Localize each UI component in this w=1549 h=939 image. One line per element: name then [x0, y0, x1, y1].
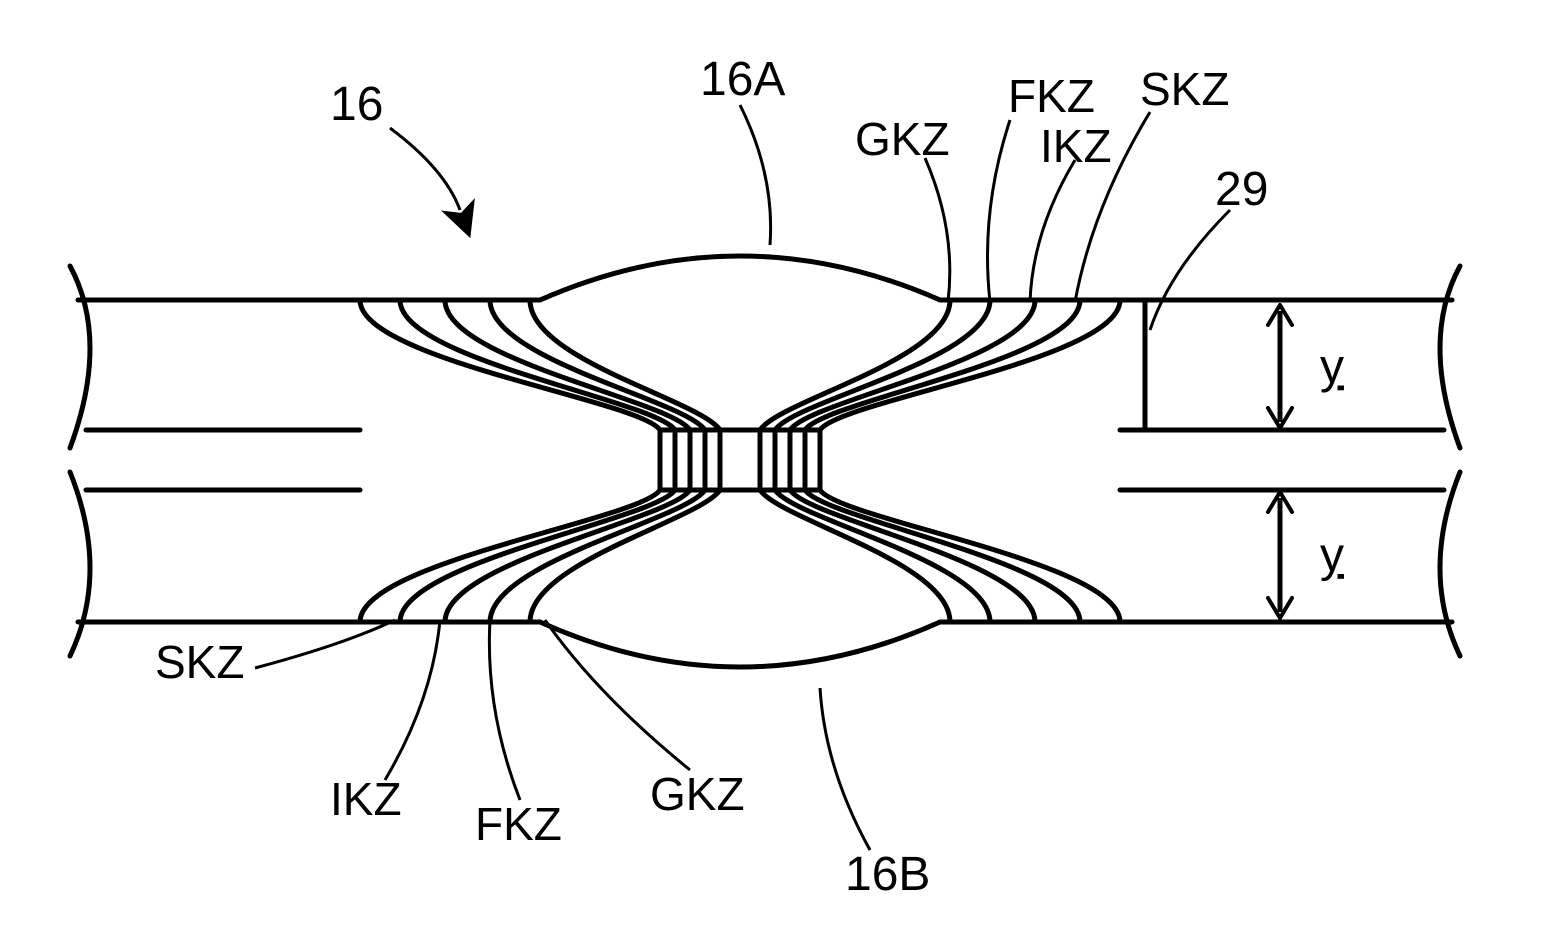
- label-GKZ-bot: GKZ: [650, 768, 745, 820]
- leader-IKZ_top: [1030, 160, 1075, 302]
- label-y-bot: y: [1320, 529, 1344, 582]
- label-y-top: y: [1320, 341, 1344, 394]
- leader-SKZ_bot: [255, 620, 395, 668]
- label-IKZ-top: IKZ: [1040, 120, 1112, 172]
- label-SKZ-bot: SKZ: [155, 636, 244, 688]
- label-GKZ-top: GKZ: [855, 113, 950, 165]
- leader-ref16: [390, 128, 460, 210]
- label-IKZ-bot: IKZ: [330, 773, 402, 825]
- label-16: 16: [330, 78, 383, 131]
- leader-GKZ_bot: [545, 620, 690, 770]
- leader-FKZ_top: [988, 120, 1011, 302]
- label-16B: 16B: [845, 848, 930, 901]
- weld-cross-section-diagram: 1616AGKZFKZIKZSKZ29SKZIKZFKZGKZ16Byy: [0, 0, 1549, 939]
- label-29: 29: [1215, 163, 1268, 216]
- leader-ref29: [1150, 210, 1230, 330]
- leader-IKZ_bot: [385, 620, 440, 780]
- label-FKZ-bot: FKZ: [475, 798, 562, 850]
- label-SKZ-top: SKZ: [1140, 63, 1229, 115]
- leader-GKZ_top: [925, 158, 950, 302]
- leader-ref16B: [820, 688, 870, 850]
- leader-ref16A: [740, 105, 771, 245]
- label-FKZ-top: FKZ: [1008, 70, 1095, 122]
- label-16A: 16A: [700, 53, 785, 106]
- leader-FKZ_bot: [489, 620, 520, 800]
